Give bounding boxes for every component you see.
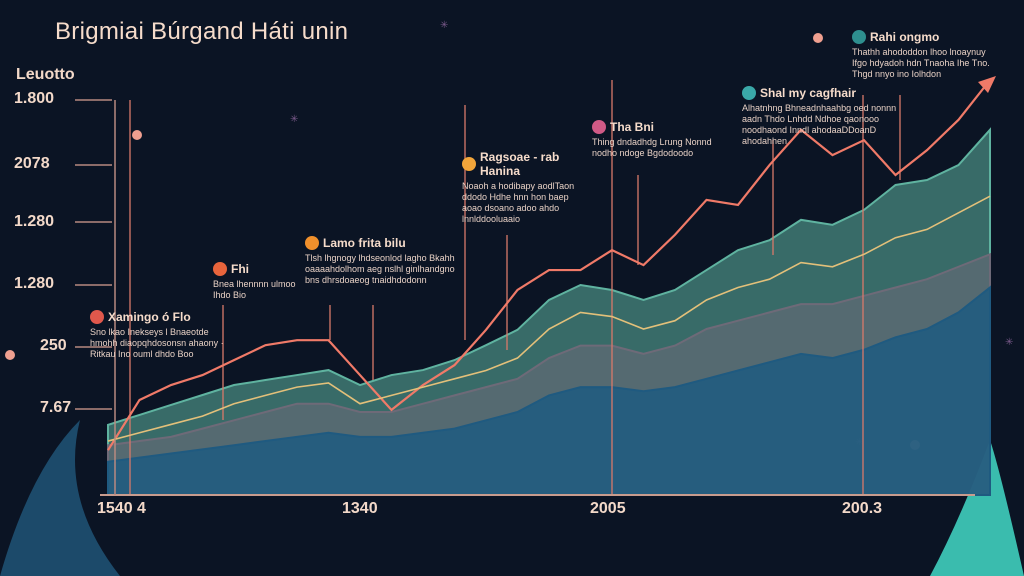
series-area-4 bbox=[107, 285, 991, 496]
annotation-badge-icon bbox=[592, 120, 606, 134]
lotus-flower-icon bbox=[132, 130, 142, 140]
annotation-callout: Rahi ongmo Thathh ahododdon lhoo lnoaynuy… bbox=[852, 30, 1002, 80]
annotation-callout: Fhi Bnea lhennnn ulmoo Ihdo Bio bbox=[213, 262, 298, 301]
annotation-callout: Shal my cagfhair Alhatnhng Bhneadnhaahbg … bbox=[742, 86, 902, 147]
annotation-title: Rahi ongmo bbox=[852, 30, 1002, 44]
annotation-text: Bnea lhennnn ulmoo Ihdo Bio bbox=[213, 279, 296, 300]
annotation-title: Shal my cagfhair bbox=[742, 86, 902, 100]
y-tick-marks bbox=[75, 99, 116, 495]
annotation-title-text: Tha Bni bbox=[610, 120, 654, 134]
series-line-0 bbox=[107, 79, 991, 451]
lotus-flower-icon bbox=[813, 33, 823, 43]
series-areas bbox=[107, 127, 991, 496]
annotation-title-text: Fhi bbox=[231, 262, 249, 276]
annotation-badge-icon bbox=[305, 236, 319, 250]
arrow-head bbox=[978, 76, 996, 93]
sparkle-icon: ✳ bbox=[440, 20, 448, 31]
x-tick-label: 2005 bbox=[590, 500, 626, 517]
x-tick-label: 1340 bbox=[342, 500, 378, 517]
annotation-title-text: Ragsoae - rab Hanina bbox=[480, 150, 560, 178]
annotation-badge-icon bbox=[742, 86, 756, 100]
annotation-title: Fhi bbox=[213, 262, 298, 276]
annotation-badge-icon bbox=[462, 157, 476, 171]
y-tick-label: 250 bbox=[40, 337, 67, 354]
annotation-title: Xamingo ó Flo bbox=[90, 310, 235, 324]
annotation-badge-icon bbox=[213, 262, 227, 276]
annotation-title: Lamo frita bilu bbox=[305, 236, 455, 250]
annotation-title-text: Rahi ongmo bbox=[870, 30, 940, 44]
annotation-title: Tha Bni bbox=[592, 120, 712, 134]
y-tick-label: 2078 bbox=[14, 155, 50, 172]
annotation-callout: Xamingo ó Flo Sno lkao Inekseys l Bnaeotd… bbox=[90, 310, 235, 360]
annotation-leader-lines bbox=[129, 80, 901, 495]
lotus-flower-icon bbox=[5, 350, 15, 360]
annotation-text: Sno lkao Inekseys l Bnaeotde hmohh diaop… bbox=[90, 327, 224, 359]
y-tick-label: 7.67 bbox=[40, 399, 72, 416]
leaf-icon bbox=[0, 420, 120, 576]
annotation-badge-icon bbox=[852, 30, 866, 44]
annotation-badge-icon bbox=[90, 310, 104, 324]
y-tick-label: 1.280 bbox=[14, 213, 55, 230]
y-tick-label: 1.280 bbox=[14, 275, 55, 292]
series-lines bbox=[107, 76, 996, 451]
annotation-text: Thathh ahododdon lhoo lnoaynuy Ifgo hdya… bbox=[852, 47, 990, 79]
annotation-text: Tlsh lhgnogy lhdseonlod lagho Bkahh oaaa… bbox=[305, 253, 455, 285]
annotation-text: Noaoh a hodibapy aodlTaon ddodo Hdhe hnn… bbox=[462, 181, 575, 224]
annotation-callout: Lamo frita bilu Tlsh lhgnogy lhdseonlod l… bbox=[305, 236, 455, 286]
y-axis-label: Leuotto bbox=[16, 66, 75, 83]
leaf-icon bbox=[930, 440, 1024, 576]
annotation-title-text: Shal my cagfhair bbox=[760, 86, 857, 100]
annotation-title-text: Lamo frita bilu bbox=[323, 236, 406, 250]
annotation-title-text: Xamingo ó Flo bbox=[108, 310, 191, 324]
y-tick-label: 1.800 bbox=[14, 90, 55, 107]
annotation-callout: Tha Bni Thing dndadhdg Lrung Nonnd nodho … bbox=[592, 120, 712, 159]
annotation-text: Alhatnhng Bhneadnhaahbg oed nonnn aadn T… bbox=[742, 103, 897, 146]
annotation-title: Ragsoae - rab Hanina bbox=[462, 150, 584, 178]
annotation-callout: Ragsoae - rab Hanina Noaoh a hodibapy aod… bbox=[462, 150, 584, 225]
annotation-text: Thing dndadhdg Lrung Nonnd nodho ndoge B… bbox=[592, 137, 712, 158]
x-tick-label: 1540 4 bbox=[97, 500, 146, 517]
chart-title: Brigmiai Búrgand Háti unin bbox=[55, 18, 349, 45]
x-tick-label: 200.3 bbox=[842, 500, 883, 517]
sparkle-icon: ✳ bbox=[290, 114, 298, 125]
sparkle-icon: ✳ bbox=[1005, 337, 1013, 348]
series-line-2 bbox=[107, 195, 991, 442]
